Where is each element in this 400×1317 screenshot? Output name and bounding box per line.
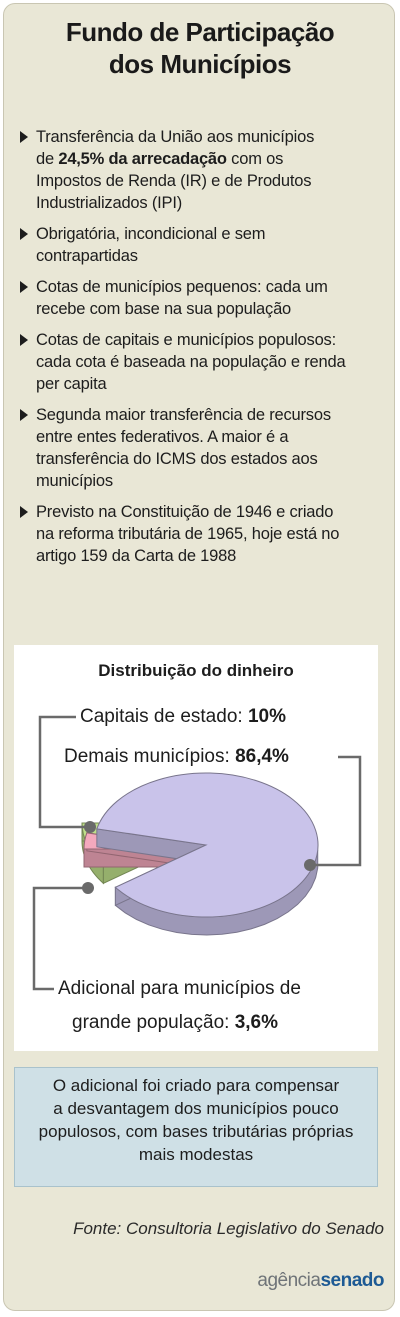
bullet-text: de [36,150,59,168]
bullet-item: Previsto na Constituição de 1946 e criad… [18,501,386,567]
source-credit: Fonte: Consultoria Legislativo do Senado [73,1219,384,1238]
bullet-line: Previsto na Constituição de 1946 e criad… [36,501,386,523]
label-demais: Demais municípios: 86,4% [60,745,293,769]
bullet-list: Transferência da União aos municípios de … [18,126,386,576]
bullet-line: Transferência da União aos municípios [36,126,386,148]
label-demais-text: Demais municípios: [64,746,230,767]
bullet-arrow-icon [20,409,28,421]
bullet-text: municípios [36,472,113,490]
bullet-line: Cotas de capitais e municípios populosos… [36,329,386,351]
note-line-3: populosos, com bases tributárias própria… [38,1122,354,1141]
leader-line-demais [310,755,362,867]
logo-part-2: senado [320,1270,384,1291]
label-adicional-line-1: Adicional para municípios de [54,977,305,1001]
bullet-text: Transferência da União aos municípios [36,128,315,146]
bullet-line: recebe com base na sua população [36,298,386,320]
bullet-arrow-icon [20,506,28,518]
label-capitais: Capitais de estado: 10% [76,705,290,729]
bullet-line: entre entes federativos. A maior é a [36,426,386,448]
bullet-item: Cotas de capitais e municípios populosos… [18,329,386,395]
bullet-line: transferência do ICMS dos estados aos [36,448,386,470]
note-line-4: mais modestas [138,1145,254,1164]
leader-dot-adicional [82,882,94,894]
bullet-text: artigo 159 da Carta de 1988 [36,547,237,565]
bullet-line: Obrigatória, incondicional e sem [36,223,386,245]
label-adicional-value: 3,6% [234,1012,279,1033]
bullet-line: Cotas de municípios pequenos: cada um [36,276,386,298]
bullet-arrow-icon [20,131,28,143]
bullet-line: contrapartidas [36,245,386,267]
bullet-text: cada cota é baseada na população e renda [36,353,346,371]
chart-title: Distribuição do dinheiro [98,661,294,680]
pie-chart [32,715,362,991]
bullet-line: artigo 159 da Carta de 1988 [36,545,386,567]
bullet-arrow-icon [20,334,28,346]
bullet-arrow-icon [20,228,28,240]
bullet-text: na reforma tributária de 1965, hoje está… [36,525,340,543]
pie-slice-demais [96,772,319,918]
bullet-item: Obrigatória, incondicional e sem contrapa… [18,223,386,267]
bullet-text: Obrigatória, incondicional e sem [36,225,266,243]
chart-panel: Distribuição do dinheiro Capitais de est… [14,645,378,1051]
bullet-text: Segunda maior transferência de recursos [36,406,331,424]
leader-dot-capitais [84,821,96,833]
bullet-line: na reforma tributária de 1965, hoje está… [36,523,386,545]
note-line-1: O adicional foi criado para compensar [52,1076,340,1095]
leader-line-capitais [38,715,90,829]
title-line-1: Fundo de Participação [65,17,335,47]
note-box: O adicional foi criado para compensar a … [14,1067,378,1187]
label-capitais-value: 10% [247,706,286,727]
leader-line-adicional [32,886,88,991]
title-line-2: dos Municípios [108,49,292,79]
bullet-text: Cotas de municípios pequenos: cada um [36,278,328,296]
infographic-title: Fundo de Participação dos Municípios [4,16,396,80]
bullet-text: recebe com base na sua população [36,300,292,318]
bullet-text: Cotas de capitais e municípios populosos… [36,331,336,349]
bullet-text: Previsto na Constituição de 1946 e criad… [36,503,334,521]
bullet-item: Cotas de municípios pequenos: cada um rec… [18,276,386,320]
logo-part-1: agência [257,1270,321,1291]
bullet-line: Segunda maior transferência de recursos [36,404,386,426]
bullet-line: cada cota é baseada na população e renda [36,351,386,373]
agencia-senado-logo: agênciasenado [257,1270,384,1292]
bullet-bold-text: 24,5% da arrecadação [58,150,227,168]
bullet-arrow-icon [20,281,28,293]
bullet-line: per capita [36,373,386,395]
bullet-text: Industrializados (IPI) [36,194,182,212]
bullet-text: Impostos de Renda (IR) e de Produtos [36,172,312,190]
bullet-text: contrapartidas [36,247,138,265]
leader-dot-demais [304,859,316,871]
bullet-item: Transferência da União aos municípios de … [18,126,386,214]
bullet-line: Impostos de Renda (IR) e de Produtos [36,170,386,192]
label-demais-value: 86,4% [235,746,289,767]
bullet-item: Segunda maior transferência de recursos e… [18,404,386,492]
label-capitais-text: Capitais de estado: [80,706,243,727]
bullet-text: entre entes federativos. A maior é a [36,428,289,446]
bullet-line: municípios [36,470,386,492]
bullet-text: transferência do ICMS dos estados aos [36,450,318,468]
bullet-line: Industrializados (IPI) [36,192,386,214]
bullet-line: de 24,5% da arrecadação com os [36,148,386,170]
label-adicional-text: grande população: [72,1012,230,1033]
label-adicional-line-2: grande população: 3,6% [68,1011,283,1035]
bullet-text: per capita [36,375,107,393]
note-line-2: a desvantagem dos municípios pouco [53,1099,339,1118]
bullet-text: com os [226,150,284,168]
